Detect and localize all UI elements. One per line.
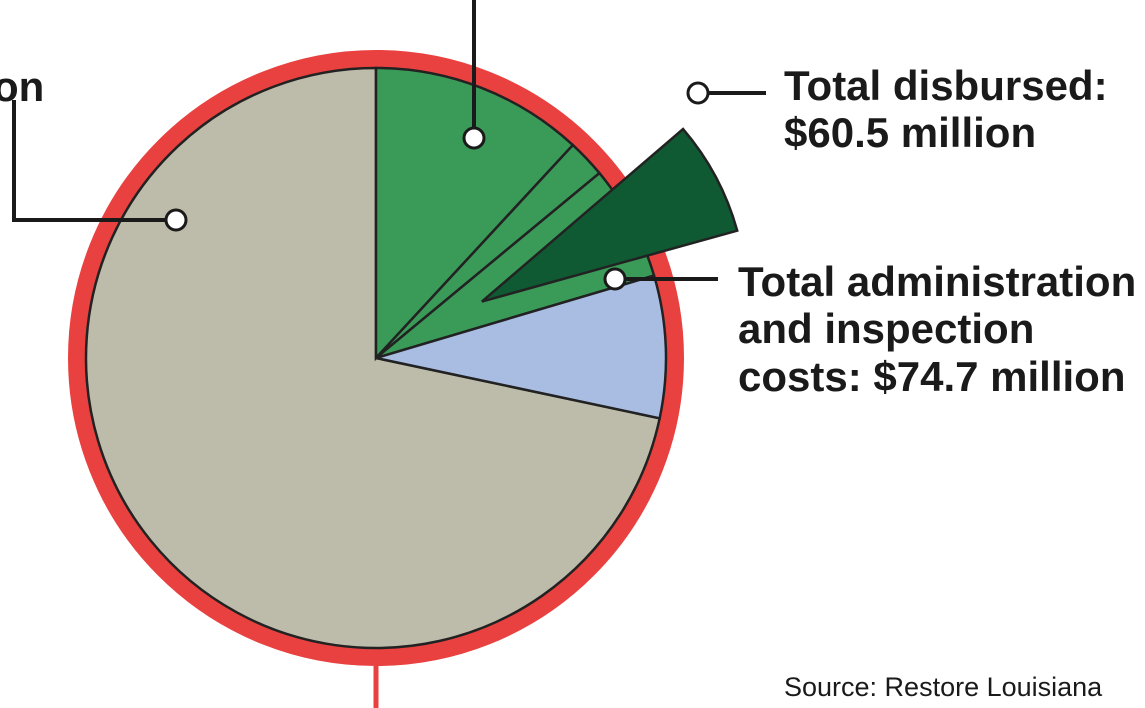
leader-disbursed-marker [686,81,710,105]
slice-green-large [374,66,575,362]
total-disbursed-label: Total disbursed: $60.5 million [784,62,1108,157]
leader-cutoff-line [12,100,176,222]
admin-costs-label: Total administration and inspection cost… [738,258,1137,400]
source-note: Source: Restore Louisiana [784,672,1103,702]
leader-admin-marker [603,267,627,291]
pie-ring [68,50,684,666]
slice-disbursed [481,127,739,303]
leader-cutoff-marker [164,208,188,232]
slice-remainder [84,66,662,650]
slice-admin [375,274,668,420]
cut-off-slice-label: : llion [0,62,45,110]
leader-green-marker [462,126,486,150]
